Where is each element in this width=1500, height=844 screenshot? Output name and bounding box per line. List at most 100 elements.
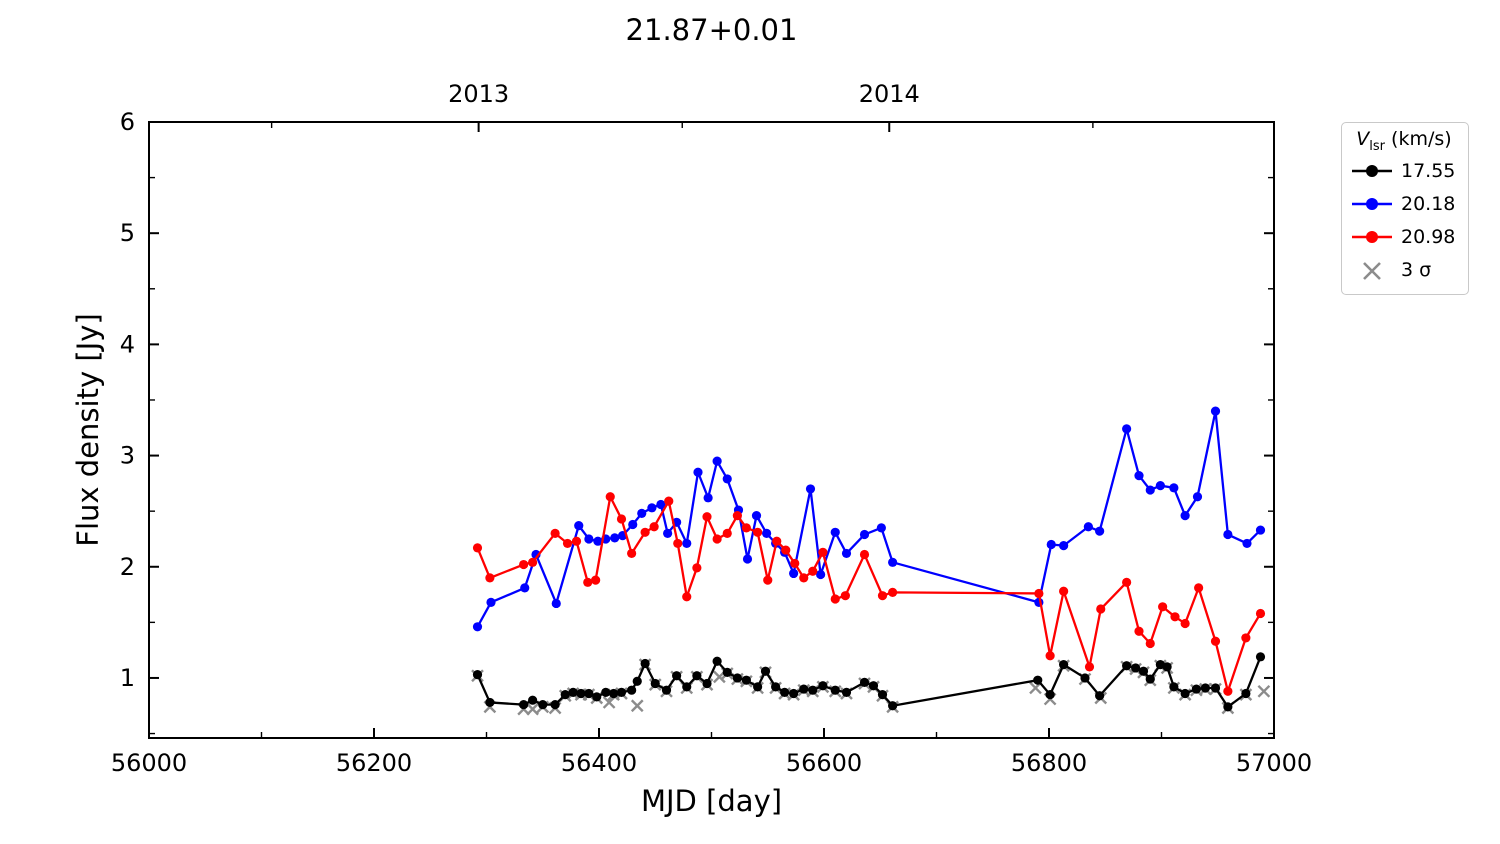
data-point — [528, 557, 538, 567]
data-point — [1122, 577, 1132, 587]
data-point — [888, 587, 898, 597]
data-point — [616, 514, 627, 524]
data-point — [562, 538, 573, 549]
data-point — [1080, 673, 1090, 683]
data-point — [771, 682, 781, 692]
data-point — [816, 569, 826, 580]
data-point — [1223, 702, 1233, 712]
data-point — [1158, 602, 1168, 612]
data-point — [840, 591, 850, 601]
data-point — [877, 591, 888, 601]
x-tick-label: 56800 — [1011, 749, 1087, 777]
data-point — [1180, 688, 1190, 699]
data-point — [1169, 682, 1179, 692]
data-point — [841, 687, 852, 698]
data-point — [859, 529, 870, 540]
y-tick-label: 5 — [120, 219, 135, 247]
data-point — [1210, 683, 1221, 693]
data-point — [520, 583, 530, 593]
line-marker-icon — [1352, 231, 1392, 244]
data-point — [1145, 638, 1155, 649]
data-point — [841, 548, 852, 559]
series-20.98 — [472, 492, 1266, 696]
data-point — [568, 687, 578, 698]
data-point — [781, 545, 791, 555]
data-point — [538, 700, 548, 710]
data-point — [888, 557, 898, 567]
data-point — [1083, 522, 1093, 532]
data-point — [1180, 511, 1190, 521]
sigma-x-marker — [630, 699, 644, 713]
sigma-x-icon — [1363, 262, 1381, 281]
data-point — [1034, 588, 1044, 599]
data-point — [712, 456, 722, 466]
data-point — [741, 675, 751, 685]
data-point — [1095, 691, 1105, 701]
data-point — [583, 577, 593, 587]
data-point — [722, 528, 732, 539]
data-point — [472, 622, 483, 632]
data-point — [877, 690, 888, 700]
data-point — [789, 688, 799, 699]
line-marker-icon — [1352, 165, 1392, 178]
y-axis-label: Flux density [Jy] — [71, 313, 105, 547]
legend-entry-label: 17.55 — [1401, 160, 1456, 183]
legend-entry-label: 20.18 — [1401, 193, 1456, 216]
legend-entry-label: 3 σ — [1401, 259, 1432, 282]
data-point — [692, 563, 702, 573]
data-point — [627, 548, 637, 559]
data-point — [663, 528, 673, 539]
data-point — [753, 527, 763, 537]
axes-frame: 56000 56200 56400 56600 56800 57000 2013 2014 1 2… — [111, 80, 1312, 777]
data-point — [485, 697, 495, 708]
data-point — [1170, 612, 1180, 622]
data-point — [808, 566, 818, 576]
data-point — [560, 690, 570, 700]
data-point — [1200, 683, 1210, 693]
data-point — [1191, 684, 1201, 694]
data-point — [1046, 539, 1056, 550]
data-point — [1255, 525, 1266, 535]
data-point — [1045, 690, 1055, 700]
data-point — [818, 681, 828, 691]
legend-entry-20.18: 20.18 — [1351, 188, 1457, 221]
data-point — [593, 536, 603, 546]
data-point — [550, 700, 560, 710]
data-point — [640, 658, 650, 669]
data-point — [1131, 663, 1141, 673]
data-point — [1059, 541, 1069, 551]
legend-entry-20.98: 20.98 — [1351, 221, 1457, 254]
x-axis-label: MJD [day] — [640, 784, 783, 818]
legend-entries: 17.55 20.18 20.98 3 σ — [1351, 155, 1457, 287]
data-point — [609, 688, 619, 699]
data-point — [859, 677, 870, 688]
data-point — [1241, 633, 1251, 643]
data-point — [760, 666, 771, 676]
data-point — [605, 492, 615, 502]
data-point — [1255, 608, 1266, 619]
data-point — [1096, 604, 1106, 614]
data-point — [702, 678, 712, 689]
data-point — [1059, 586, 1069, 596]
data-point — [1084, 662, 1095, 672]
legend-title-v: V — [1356, 128, 1370, 150]
legend-entry-17.55: 17.55 — [1351, 155, 1457, 188]
legend-title-units: (km/s) — [1385, 128, 1452, 150]
data-point — [650, 678, 660, 689]
data-point — [742, 554, 753, 564]
data-point — [485, 573, 495, 583]
data-point — [1162, 662, 1172, 672]
data-point — [751, 511, 762, 521]
data-point — [693, 467, 703, 477]
data-point — [591, 575, 601, 585]
data-point — [1223, 529, 1233, 540]
legend-entry-label: 20.98 — [1401, 226, 1456, 249]
x-tick-label: 56200 — [336, 749, 412, 777]
data-point — [1180, 618, 1190, 629]
data-point — [763, 575, 773, 585]
data-point — [647, 503, 657, 513]
data-point — [1242, 538, 1252, 549]
data-point — [661, 685, 672, 695]
year-tick-label: 2014 — [859, 80, 920, 108]
